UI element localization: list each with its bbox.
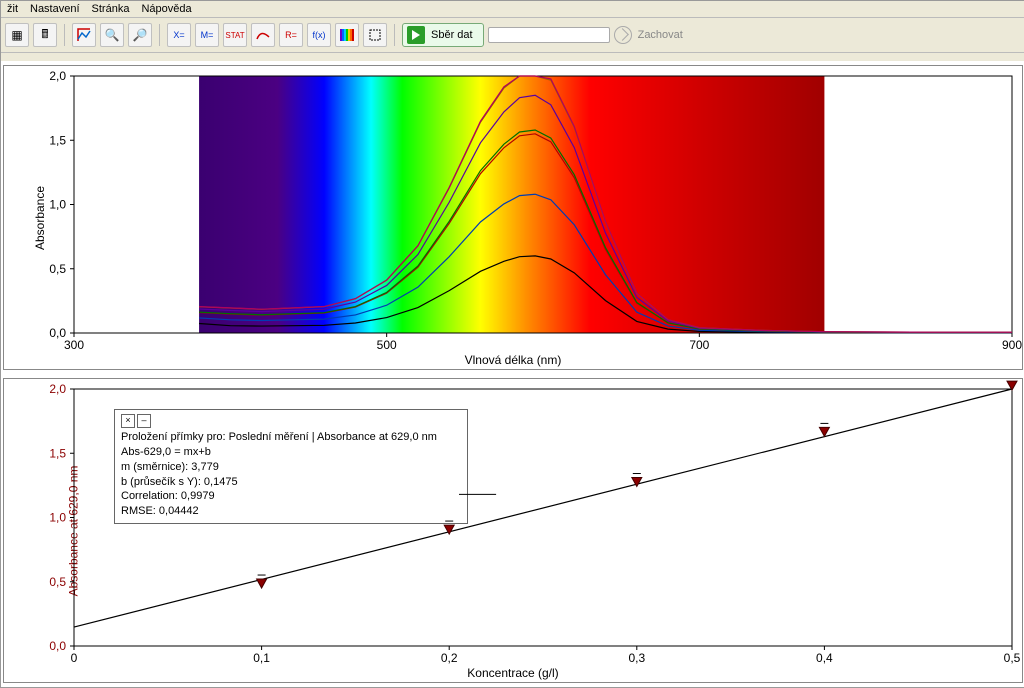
absorbance-spectrum-plot[interactable]: Absorbance Vlnová délka (nm) 0,00,51,01,…	[3, 65, 1023, 370]
svg-text:0,1: 0,1	[253, 651, 270, 665]
tool-linfit-icon[interactable]: R=	[279, 23, 303, 47]
collect-data-button[interactable]: Sběr dat	[402, 23, 484, 47]
keep-icon	[614, 26, 632, 44]
svg-text:0: 0	[71, 651, 78, 665]
svg-text:0,5: 0,5	[49, 575, 66, 589]
svg-text:0,5: 0,5	[49, 262, 66, 276]
separator	[64, 24, 65, 46]
svg-text:0,3: 0,3	[628, 651, 645, 665]
keep-label: Zachovat	[638, 29, 683, 41]
svg-text:500: 500	[377, 338, 397, 352]
collect-label: Sběr dat	[431, 29, 473, 41]
tool-stat-icon[interactable]: STAT	[223, 23, 247, 47]
tool-calculator-icon[interactable]: 🖩	[33, 23, 57, 47]
svg-text:1,0: 1,0	[49, 198, 66, 212]
separator	[159, 24, 160, 46]
tool-table-icon[interactable]: ▦	[5, 23, 29, 47]
svg-text:1,5: 1,5	[49, 133, 66, 147]
menu-item[interactable]: Nastavení	[30, 3, 80, 15]
tool-curve-icon[interactable]	[251, 23, 275, 47]
svg-text:1,0: 1,0	[49, 511, 66, 525]
menu-item[interactable]: Stránka	[92, 3, 130, 15]
tool-examine-x-icon[interactable]: X=	[167, 23, 191, 47]
svg-text:0,2: 0,2	[441, 651, 458, 665]
toolbar: ▦ 🖩 🔍 🔎 X= M= STAT R= f(x) Sběr dat Zach…	[1, 18, 1024, 53]
svg-text:2,0: 2,0	[49, 382, 66, 396]
svg-text:0,5: 0,5	[1004, 651, 1021, 665]
svg-text:2,0: 2,0	[49, 69, 66, 83]
menubar: žit Nastavení Stránka Nápověda	[1, 1, 1024, 18]
app-window: žit Nastavení Stránka Nápověda ▦ 🖩 🔍 🔎 X…	[0, 0, 1024, 688]
menu-item[interactable]: Nápověda	[141, 3, 191, 15]
tool-zoom-in-icon[interactable]: 🔍	[100, 23, 124, 47]
svg-text:700: 700	[689, 338, 709, 352]
separator	[394, 24, 395, 46]
tool-examine-m-icon[interactable]: M=	[195, 23, 219, 47]
svg-text:900: 900	[1002, 338, 1022, 352]
play-icon	[407, 26, 425, 44]
tool-region-icon[interactable]	[363, 23, 387, 47]
keep-button[interactable]: Zachovat	[614, 26, 683, 44]
plot-area: Absorbance Vlnová délka (nm) 0,00,51,01,…	[1, 61, 1024, 687]
menu-item[interactable]: žit	[7, 3, 18, 15]
svg-text:0,4: 0,4	[816, 651, 833, 665]
progress-bar	[488, 27, 610, 43]
svg-text:0,0: 0,0	[49, 639, 66, 653]
tool-fx-icon[interactable]: f(x)	[307, 23, 331, 47]
svg-text:1,5: 1,5	[49, 446, 66, 460]
tool-spectrum-icon[interactable]	[335, 23, 359, 47]
tool-zoom-out-icon[interactable]: 🔎	[128, 23, 152, 47]
svg-text:300: 300	[64, 338, 84, 352]
tool-autoscale-icon[interactable]	[72, 23, 96, 47]
calibration-plot[interactable]: Absorbance at 629,0 nm Koncentrace (g/l)…	[3, 378, 1023, 683]
